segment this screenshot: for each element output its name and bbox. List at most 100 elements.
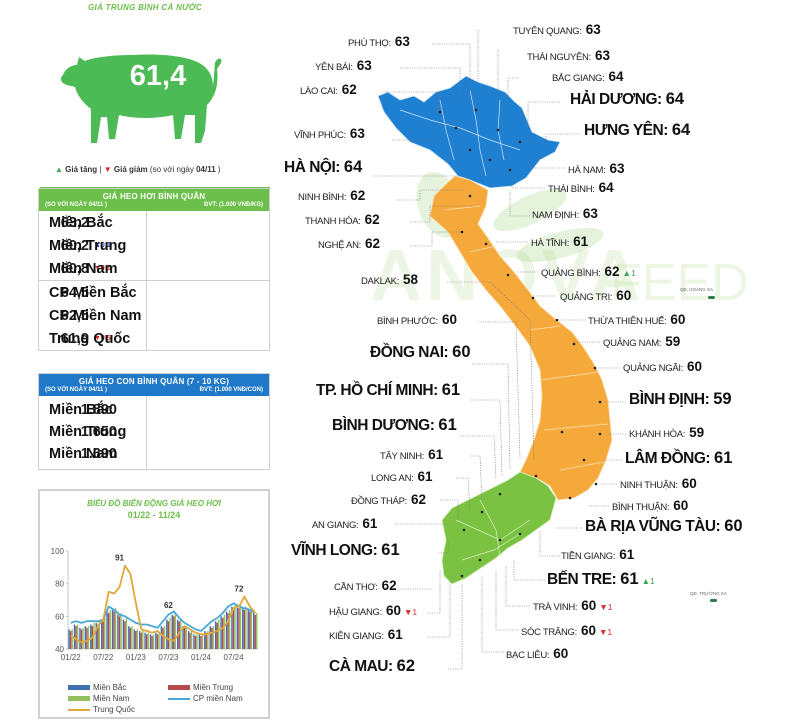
- province-price: 61: [381, 541, 400, 559]
- province-name: HƯNG YÊN:: [584, 122, 668, 139]
- price-change-badge: ▲1: [641, 576, 655, 586]
- legend-item: Miền Bắc: [68, 683, 126, 692]
- province-price: 64: [671, 121, 691, 139]
- table-title: GIÁ HEO CON BÌNH QUÂN (7 - 10 KG): [78, 377, 230, 386]
- province-name: SÓC TRĂNG:: [521, 627, 577, 638]
- province-name: BẮC GIANG:: [552, 73, 605, 84]
- up-triangle-icon: ▲: [55, 165, 63, 174]
- table-compare: (SO VỚI NGÀY 04/11 ): [45, 202, 108, 208]
- province-price: 59: [713, 390, 732, 408]
- province-name: HÀ TĨNH:: [531, 238, 570, 249]
- province-label: AN GIANG: 61: [312, 516, 377, 531]
- row-value: 60,8: [60, 260, 89, 277]
- province-price: 60: [553, 646, 569, 661]
- province-name: TUYÊN QUANG:: [513, 26, 582, 37]
- price-change-badge: ▼1: [599, 602, 613, 612]
- svg-text:01/24: 01/24: [191, 653, 212, 662]
- price-trend-chart: BIỂU ĐỒ BIẾN ĐỘNG GIÁ HEO HƠI 01/22 - 11…: [38, 489, 270, 719]
- province-price: 64: [598, 180, 614, 195]
- down-triangle-icon: ▼: [103, 165, 112, 174]
- row-label: Miền Nam: [49, 260, 118, 277]
- province-name: BẾN TRE:: [547, 571, 617, 588]
- table-row: CP Miền Bắc 64,5: [39, 281, 269, 304]
- table-group-regions: Miền Bắc 63,2 Miền Trung 60,2 ▲0.1 Miền Nam…: [39, 211, 269, 280]
- province-label: KIÊN GIANG: 61: [329, 627, 403, 642]
- province-price: 61: [619, 547, 635, 562]
- province-name: BÀ RỊA VŨNG TÀU:: [585, 518, 721, 535]
- table-unit: ĐVT: (1.000 VNĐ/KG): [203, 202, 263, 208]
- province-label: NINH BÌNH: 62: [298, 188, 365, 203]
- legend-down-label: Giá giảm: [113, 165, 148, 174]
- province-price: 62: [365, 236, 381, 251]
- province-name: HẬU GIANG:: [329, 607, 382, 618]
- province-price: 60: [452, 343, 471, 361]
- table-row: Miền Nam 60,8 ▼0.1: [39, 257, 269, 280]
- province-label: KHÁNH HÒA: 59: [629, 425, 704, 440]
- province-label: BÌNH ĐỊNH: 59: [629, 390, 732, 409]
- table-row: Miền Bắc 1.890: [39, 399, 269, 421]
- province-label: HẢI DƯƠNG: 64: [570, 90, 684, 109]
- province-label: THỪA THIÊN HUẾ: 60: [588, 312, 685, 327]
- legend-compare-prefix: (so với ngày: [149, 165, 194, 174]
- truong-sa-label: QĐ. TRƯỜNG SA: [690, 591, 727, 596]
- province-name: THANH HÓA:: [305, 216, 361, 227]
- row-label: Miền Bắc: [49, 214, 113, 231]
- province-label: ĐỒNG THÁP: 62: [351, 492, 426, 507]
- province-label: CÀ MAU: 62: [329, 657, 415, 676]
- row-value: 62,5: [60, 307, 89, 324]
- svg-text:01/22: 01/22: [61, 653, 82, 662]
- row-value: 1.690: [80, 446, 117, 462]
- svg-text:62: 62: [164, 601, 173, 610]
- province-label: VĨNH PHÚC: 63: [294, 126, 365, 141]
- province-name: ĐỒNG NAI:: [370, 344, 449, 361]
- province-name: NGHỆ AN:: [318, 240, 361, 251]
- province-name: QUẢNG NGÃI:: [623, 363, 684, 374]
- row-value: 60,2: [60, 237, 89, 254]
- table-body: Miền Bắc 1.890 Miền Trung 1.650 Miền Nam 1.…: [39, 396, 269, 469]
- province-price: 61: [387, 627, 403, 642]
- province-price: 63: [585, 22, 601, 37]
- province-name: LÂM ĐỒNG:: [625, 450, 711, 467]
- province-price: 61: [620, 570, 639, 588]
- province-price: 60: [673, 498, 689, 513]
- province-price: 61: [714, 449, 733, 467]
- province-name: YÊN BÁI:: [315, 62, 353, 73]
- province-price: 59: [689, 425, 705, 440]
- province-label: QUẢNG NGÃI: 60: [623, 359, 702, 374]
- province-price: 62: [410, 492, 426, 507]
- province-label: TIỀN GIANG: 61: [561, 547, 634, 562]
- province-name: THÁI NGUYÊN:: [527, 52, 591, 63]
- hoang-sa-label: QĐ. HOÀNG SA: [680, 287, 714, 292]
- province-name: KHÁNH HÒA:: [629, 429, 686, 440]
- province-name: LONG AN:: [371, 473, 414, 484]
- province-price: 63: [394, 34, 410, 49]
- province-price: 64: [608, 69, 624, 84]
- truong-sa-island-icon: [710, 599, 717, 602]
- chart-title: BIỂU ĐỒ BIẾN ĐỘNG GIÁ HEO HƠI: [87, 499, 221, 508]
- row-value: 64,5: [60, 284, 89, 301]
- province-label: PHÚ THỌ: 63: [348, 34, 410, 49]
- province-label: THANH HÓA: 62: [305, 212, 380, 227]
- province-label: QUẢNG TRỊ: 60: [560, 288, 631, 303]
- province-price: 60: [580, 623, 596, 638]
- table-row: Miền Bắc 63,2: [39, 211, 269, 234]
- pig-icon: [55, 35, 235, 155]
- province-label: CẦN THƠ: 62: [334, 578, 397, 593]
- province-name: HÀ NAM:: [568, 165, 606, 176]
- province-name: CÀ MAU:: [329, 658, 393, 675]
- legend-item: CP miền Nam: [168, 694, 243, 703]
- table-group-others: CP Miền Bắc 64,5 CP Miền Nam 62,5 Trung Qu…: [39, 281, 269, 350]
- province-price: 64: [665, 90, 685, 108]
- svg-text:40: 40: [55, 645, 64, 654]
- province-price: 60: [385, 603, 401, 618]
- province-name: CẦN THƠ:: [334, 582, 378, 593]
- price-change-badge: ▲1: [622, 268, 636, 278]
- province-label: BÌNH DƯƠNG: 61: [332, 416, 457, 435]
- vietnam-map: ANOVA FEED: [370, 30, 749, 670]
- row-change: ▼0.1: [94, 265, 111, 272]
- province-label: TUYÊN QUANG: 63: [513, 22, 601, 37]
- table-title: GIÁ HEO HƠI BÌNH QUÂN: [102, 192, 206, 201]
- province-name: QUẢNG TRỊ:: [560, 292, 613, 303]
- table-header: GIÁ HEO CON BÌNH QUÂN (7 - 10 KG) (SO VỚ…: [39, 374, 269, 396]
- row-value: 61,9: [60, 330, 89, 347]
